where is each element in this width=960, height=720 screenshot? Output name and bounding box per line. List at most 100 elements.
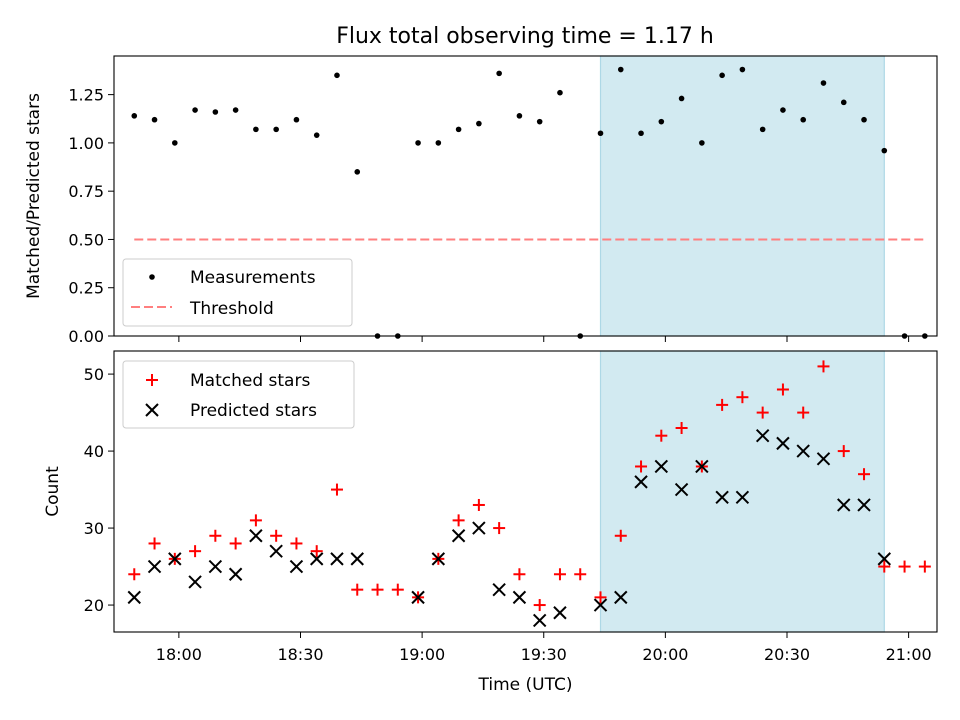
- matched-point: [716, 398, 729, 411]
- x-stroke: [735, 490, 750, 504]
- matched-point: [533, 599, 546, 612]
- predicted-point: [147, 559, 162, 574]
- matched-point: [249, 514, 262, 527]
- x-stroke: [249, 529, 263, 543]
- top-y-tick-label: 0.50: [68, 230, 104, 249]
- matched-point: [290, 537, 303, 550]
- predicted-point: [593, 598, 608, 612]
- matched-point: [148, 537, 161, 550]
- legend-predicted-label: Predicted stars: [190, 401, 317, 421]
- matched-point: [209, 529, 222, 542]
- matched-point: [493, 522, 506, 535]
- matched-point: [472, 498, 485, 511]
- measurement-point: [840, 99, 847, 106]
- matched-point: [594, 591, 607, 604]
- top-y-tick-label: 0.00: [68, 327, 104, 346]
- measurement-point: [172, 140, 178, 146]
- bottom-x-tick-label: 20:00: [642, 645, 688, 664]
- bottom-x-tick-label: 20:30: [764, 645, 810, 664]
- measurement-point: [800, 116, 807, 123]
- matched-point: [553, 568, 566, 581]
- matched-point: [898, 560, 911, 573]
- legend-measurements-label: Measurements: [190, 268, 316, 288]
- matched-point: [391, 583, 404, 596]
- measurement-point: [516, 113, 523, 119]
- x-stroke: [492, 582, 506, 597]
- predicted-point: [735, 490, 750, 504]
- predicted-point: [127, 590, 141, 605]
- matched-point: [371, 583, 384, 596]
- measurement-point: [192, 107, 198, 113]
- bottom-axes-frame: [113, 350, 938, 633]
- x-stroke: [512, 590, 527, 605]
- x-stroke: [188, 575, 202, 589]
- x-stroke: [228, 567, 243, 581]
- measurement-point: [131, 113, 138, 119]
- predicted-point: [350, 552, 364, 566]
- predicted-point: [289, 559, 304, 574]
- matched-point: [797, 406, 810, 419]
- x-stroke: [695, 459, 709, 474]
- predicted-point: [512, 590, 527, 605]
- bottom-legend: Matched stars Predicted stars: [122, 360, 355, 429]
- matched-point: [918, 560, 931, 573]
- legend-threshold-label: Threshold: [189, 299, 274, 319]
- bottom-y-tick-label: 30: [84, 519, 104, 538]
- x-stroke: [451, 529, 466, 543]
- legend-matched-label: Matched stars: [190, 371, 310, 391]
- predicted-point: [715, 490, 729, 504]
- matched-point: [128, 568, 141, 581]
- measurement-point: [354, 169, 361, 175]
- measurement-point: [435, 140, 442, 146]
- measurement-point: [212, 109, 219, 115]
- measurement-point: [597, 130, 604, 137]
- predicted-point: [816, 452, 831, 466]
- predicted-point: [451, 529, 466, 543]
- x-stroke: [147, 559, 162, 574]
- x-stroke: [431, 552, 446, 566]
- predicted-point: [492, 582, 506, 597]
- matched-point: [858, 468, 871, 481]
- matched-point: [452, 514, 465, 527]
- bottom-x-tick-label: 18:30: [277, 645, 323, 664]
- matched-point: [310, 545, 323, 558]
- measurement-point: [232, 107, 239, 113]
- x-stroke: [614, 590, 628, 605]
- measurement-point: [881, 147, 888, 154]
- x-stroke: [796, 444, 810, 458]
- x-stroke: [776, 436, 790, 451]
- x-stroke: [816, 452, 831, 466]
- matched-point: [351, 583, 364, 596]
- legend-box: [122, 258, 353, 327]
- x-stroke: [532, 613, 547, 628]
- matched-point: [675, 421, 688, 434]
- measurement-point: [658, 118, 665, 125]
- matched-point: [513, 568, 526, 581]
- predicted-point: [674, 482, 689, 497]
- x-axis-label: Time (UTC): [478, 675, 573, 695]
- measurement-point: [313, 132, 320, 138]
- count-points: [127, 360, 931, 628]
- x-stroke: [837, 498, 851, 512]
- matched-point: [229, 537, 242, 550]
- top-legend: Measurements Threshold: [122, 258, 353, 327]
- figure-title: Flux total observing time = 1.17 h: [336, 24, 714, 49]
- matched-point: [655, 429, 668, 442]
- predicted-point: [532, 613, 547, 628]
- x-stroke: [208, 559, 223, 574]
- x-stroke: [411, 590, 425, 605]
- matched-point: [635, 460, 648, 473]
- matched-point: [614, 529, 627, 542]
- x-stroke: [330, 552, 344, 566]
- bottom-x-tick-label: 19:30: [521, 645, 567, 664]
- measurement-point: [455, 126, 462, 133]
- predicted-point: [857, 498, 871, 512]
- measurement-point: [638, 130, 644, 137]
- predicted-point: [310, 552, 324, 566]
- predicted-point: [877, 552, 892, 566]
- predicted-point: [228, 567, 243, 581]
- matched-point: [736, 391, 749, 404]
- predicted-point: [695, 459, 709, 474]
- matched-point: [817, 360, 830, 373]
